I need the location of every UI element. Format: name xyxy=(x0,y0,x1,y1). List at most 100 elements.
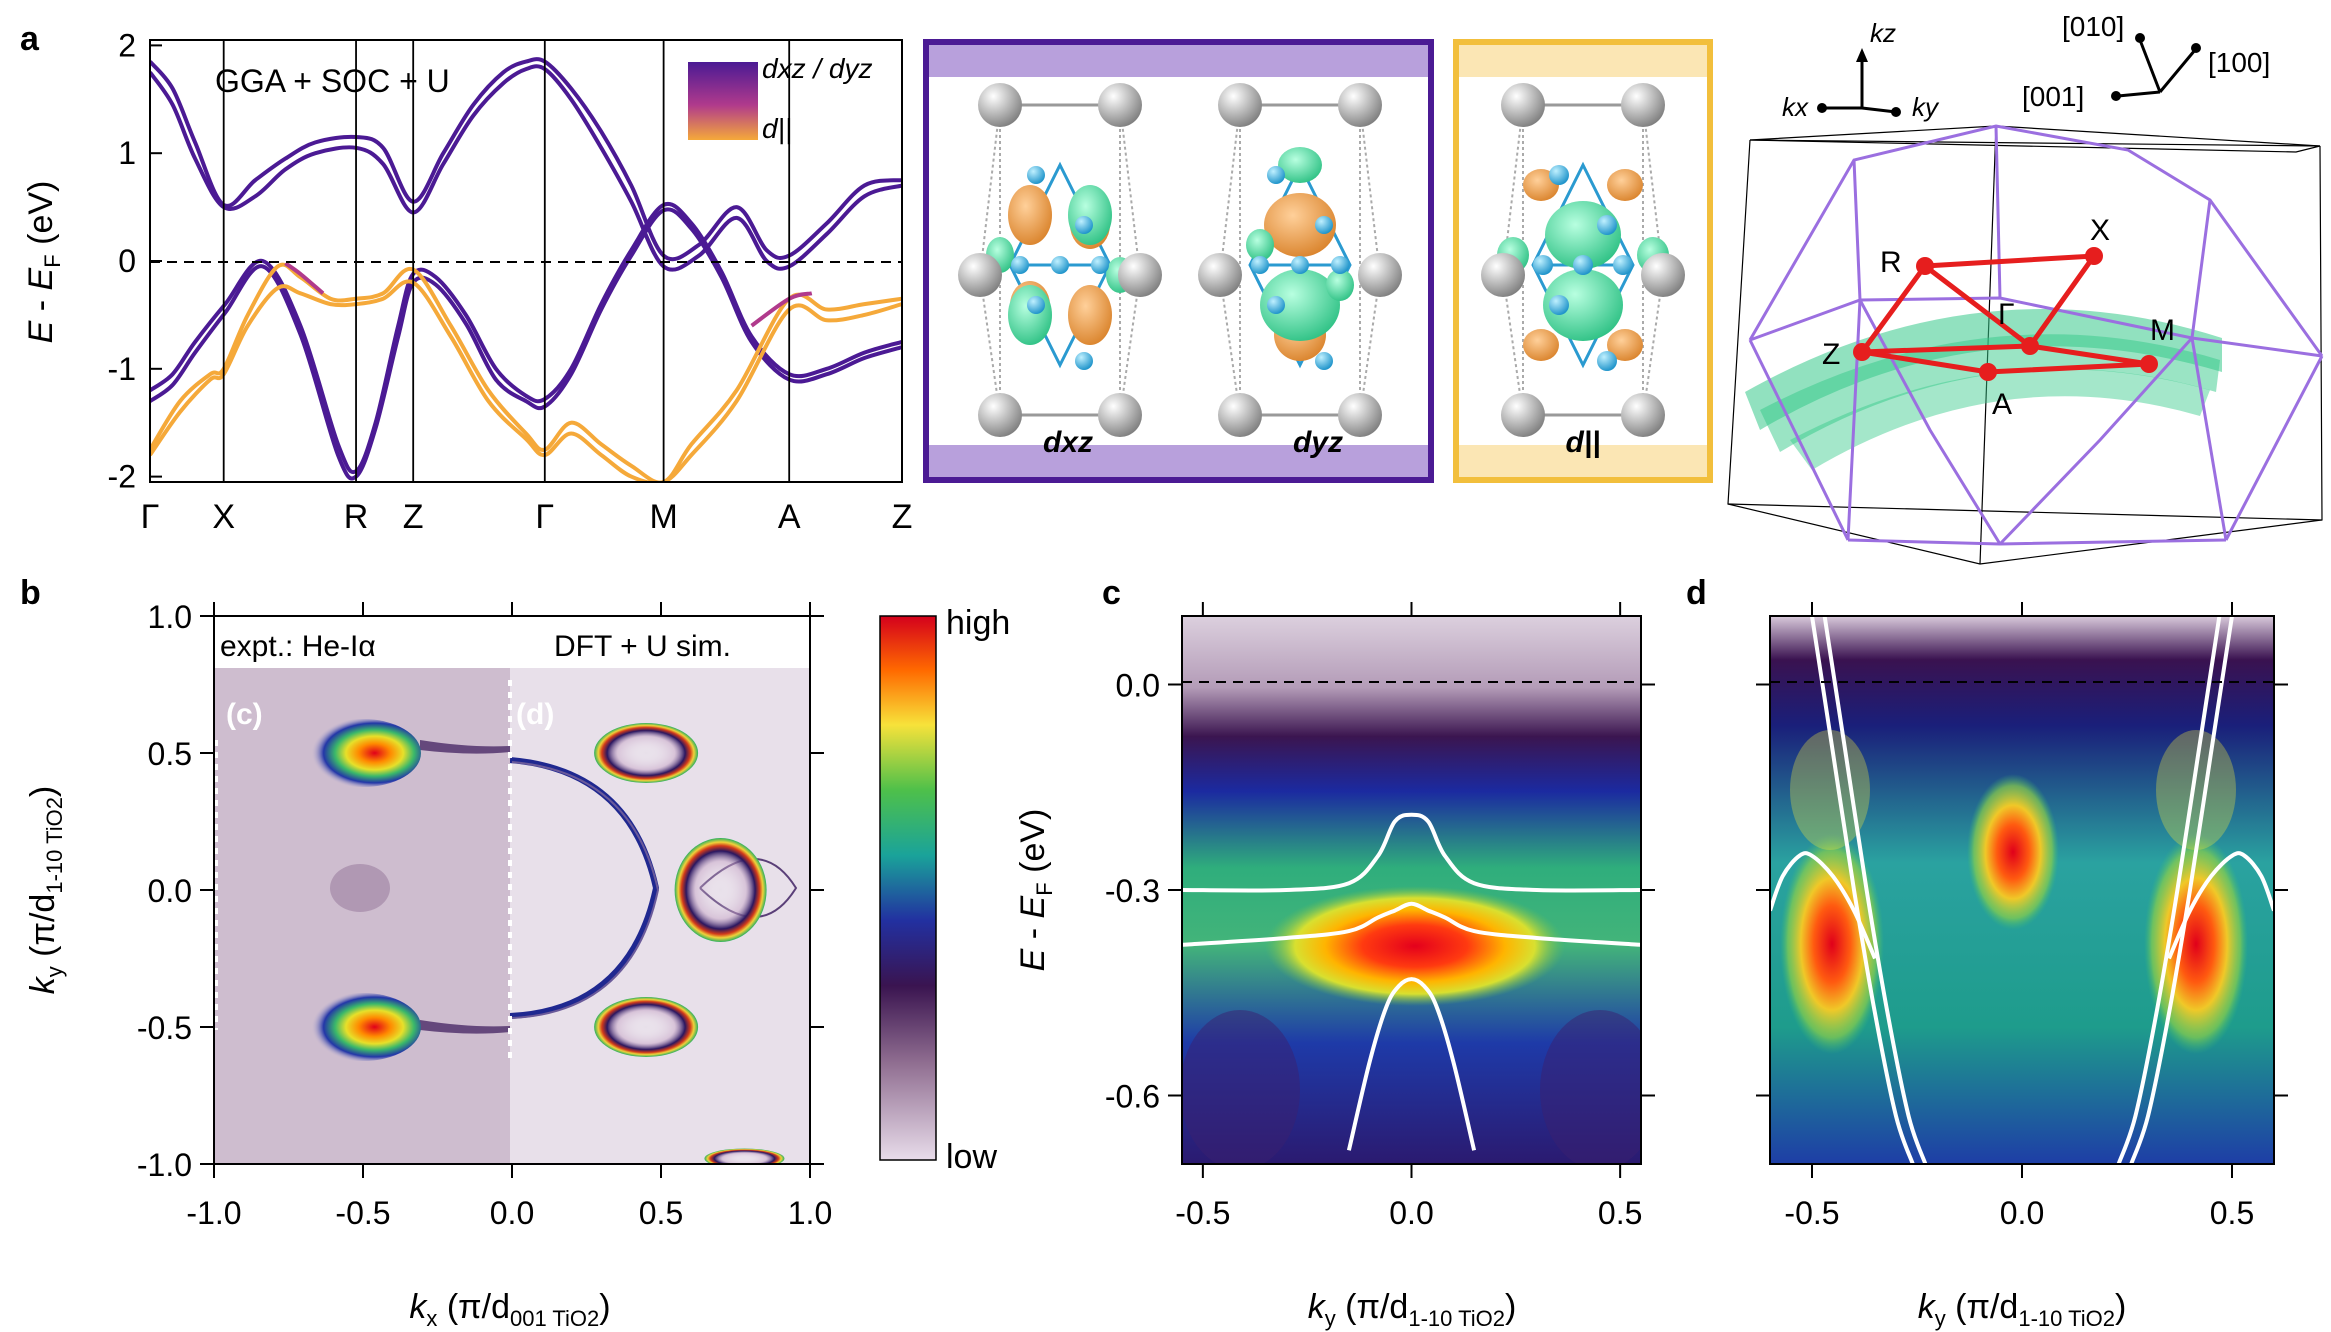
orbital-legend: dxz / dyz d|| xyxy=(688,53,872,144)
ky-axis-arrow xyxy=(1861,106,1897,114)
orbital-box-bottom-band xyxy=(929,445,1428,477)
bond xyxy=(979,104,1001,276)
expt-spot-2 xyxy=(305,993,421,1061)
orbital-lobe-orange xyxy=(1068,285,1112,345)
panel-c-y-ticks: 0.0 -0.3 -0.6 xyxy=(1105,668,1655,1115)
orbital-lobe-orange xyxy=(1264,193,1336,257)
panel-c-x-ticks: -0.5 0.0 0.5 xyxy=(1175,602,1642,1231)
panel-d-y-ticks xyxy=(1756,683,2288,1097)
c-ytick-label: -0.6 xyxy=(1105,1079,1160,1115)
point-Gamma xyxy=(2021,337,2039,355)
sim-pocket-3 xyxy=(594,997,699,1057)
c-ytick-label: -0.3 xyxy=(1105,873,1160,909)
axis-010-dot xyxy=(2135,33,2145,43)
axis-010-label: [010] xyxy=(2062,11,2124,42)
oxygen-atom xyxy=(1198,253,1242,297)
c-overlay-band-2 xyxy=(1182,901,1641,947)
panel-b-header-strip xyxy=(214,616,810,668)
titanium-atom xyxy=(1027,296,1045,314)
expt-spectral-tail-bottom xyxy=(420,1020,510,1034)
panel-c-intensity xyxy=(1182,616,1641,1164)
point-X xyxy=(2085,247,2103,265)
panel-c-band-map: 0.0 -0.3 -0.6 -0.5 0.0 0.5 E - EF (eV) ky (π… xyxy=(1014,602,1655,1331)
titanium-atom xyxy=(1597,351,1617,371)
panel-b-x-ticks: -1.0 -0.5 0.0 0.5 1.0 xyxy=(186,602,832,1231)
dyz-orbital-structure xyxy=(1198,83,1402,437)
oxygen-atom xyxy=(1501,83,1545,127)
orbital-lobe-orange xyxy=(1607,329,1643,361)
sim-pocket-1 xyxy=(594,723,699,783)
band-line-6 xyxy=(150,279,902,482)
panel-b-fermi-map: expt.: He-Iα DFT + U sim. (c) (d) 1.0 0.5… xyxy=(24,599,832,1331)
bond xyxy=(1219,104,1241,276)
panel-letter-c: c xyxy=(1102,574,1121,612)
oxygen-atom xyxy=(1218,393,1262,437)
legend-dxz-dyz-label: dxz / dyz xyxy=(762,53,872,84)
a-xtick-label: M xyxy=(649,498,677,536)
bond xyxy=(1502,104,1524,276)
dyz-label: dyz xyxy=(1293,426,1343,459)
fermi-sheet-3 xyxy=(1790,368,2210,470)
b-ytick-label: 1.0 xyxy=(148,599,192,635)
ky-label: ky xyxy=(1912,92,1940,122)
titanium-atom xyxy=(1315,216,1333,234)
a-ytick-label: 1 xyxy=(118,135,136,171)
dpar-label: d|| xyxy=(1565,426,1600,459)
panel-d-band-map: -0.5 0.0 0.5 ky (π/d1-10 TiO2) xyxy=(1756,602,2288,1331)
band-line-2 xyxy=(150,207,902,481)
orbital-box-dxz-dyz: dxz dyz xyxy=(923,39,1434,483)
cut-d-label: (d) xyxy=(516,698,554,731)
titanium-atom xyxy=(1051,256,1069,274)
a-ytick-label: 0 xyxy=(118,243,136,279)
titanium-atom xyxy=(1011,256,1029,274)
oxygen-atom xyxy=(1218,83,1262,127)
orbital-box-yellow-top-band xyxy=(1459,45,1707,77)
expt-spots xyxy=(305,719,421,1061)
panel-c-dark-left xyxy=(1182,1010,1300,1164)
kx-axis-dot xyxy=(1817,103,1827,113)
panel-c-overlay-bands xyxy=(1182,812,1641,1151)
panel-letter-b: b xyxy=(20,574,41,612)
orbital-box-yellow-bottom-band xyxy=(1459,445,1707,477)
panel-letter-d: d xyxy=(1686,574,1707,612)
c-overlay-band-1 xyxy=(1182,812,1641,893)
orbital-lobe-green xyxy=(1068,185,1112,245)
method-annotation: GGA + SOC + U xyxy=(215,63,450,99)
orbital-lobe-green xyxy=(1260,269,1340,341)
orbital-box-dpar: d|| xyxy=(1453,39,1713,483)
bond xyxy=(1119,104,1141,276)
ky-axis-dot xyxy=(1891,107,1901,117)
point-R xyxy=(1916,257,1934,275)
orbital-lobe-green xyxy=(1543,269,1623,341)
d-xtick-label: -0.5 xyxy=(1784,1195,1839,1231)
crystal-axes: [010] [100] [001] xyxy=(2022,11,2270,112)
sim-pockets xyxy=(594,723,785,1164)
panel-c-dark-right xyxy=(1540,1010,1641,1164)
c-xtick-label: -0.5 xyxy=(1175,1195,1230,1231)
titanium-atom xyxy=(1573,255,1593,275)
a-xtick-label: Z xyxy=(892,498,913,536)
oxygen-atom xyxy=(1621,393,1665,437)
b-ytick-label: 0.5 xyxy=(148,736,192,772)
oxygen-atom xyxy=(1098,83,1142,127)
sim-pocket-2 xyxy=(674,838,767,942)
fermi-sheet-2 xyxy=(1760,334,2220,452)
b-xtick-label: 0.0 xyxy=(490,1195,534,1231)
panel-d-left-glow xyxy=(1790,730,1870,850)
c-overlay-band-3 xyxy=(1346,977,1477,1151)
panel-d-right-glow xyxy=(2156,730,2236,850)
colorbar-gradient xyxy=(879,615,937,1161)
oxygen-atom xyxy=(978,83,1022,127)
panel-d-x-ticks: -0.5 0.0 0.5 xyxy=(1784,602,2254,1231)
d-overlay-band-5 xyxy=(1770,851,1877,960)
label-R: R xyxy=(1880,246,1902,279)
panel-letter-a: a xyxy=(20,20,40,58)
sim-pocket-edge xyxy=(704,1148,785,1164)
panel-d-overlay-bands xyxy=(1770,616,2274,1164)
orbital-legend-gradient xyxy=(688,62,758,140)
axis-001-dot xyxy=(2111,91,2121,101)
a-xtick-label: Γ xyxy=(535,498,554,536)
panel-d-center-hotspot xyxy=(1967,774,2059,930)
cut-c-label: (c) xyxy=(226,698,263,731)
expt-label: expt.: He-Iα xyxy=(220,630,376,663)
